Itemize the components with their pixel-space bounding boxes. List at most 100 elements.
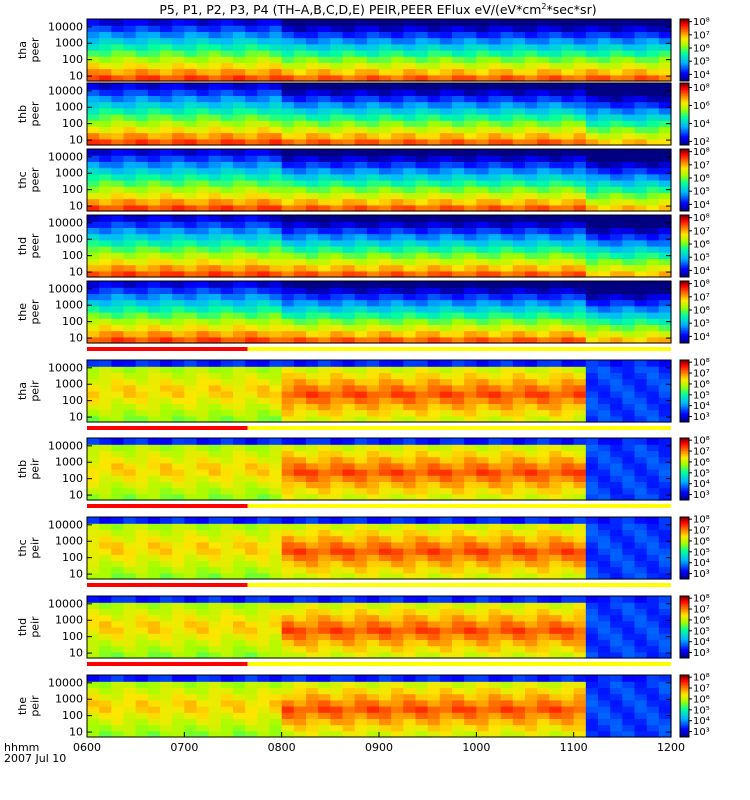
spectrogram-cell	[549, 462, 563, 470]
spectrogram-cell	[184, 180, 198, 187]
spectrogram-cell	[306, 114, 319, 121]
spectrogram-cell	[366, 204, 380, 212]
spectrogram-cell	[610, 68, 623, 76]
spectrogram-cell	[464, 62, 477, 70]
spectrogram-cell	[634, 173, 648, 181]
spectrogram-cell	[658, 74, 672, 82]
spectrogram-cell	[476, 541, 490, 549]
spectrogram-cell	[427, 138, 441, 146]
spectrogram-cell	[391, 138, 404, 146]
spectrogram-cell	[585, 74, 599, 82]
spectrogram-cell	[379, 43, 392, 51]
spectrogram-cell	[135, 639, 149, 647]
colorbar-tick-label: 10⁸	[693, 147, 710, 158]
spectrogram-cell	[123, 730, 137, 738]
spectrogram-cell	[245, 149, 258, 156]
spectrogram-cell	[573, 462, 587, 470]
spectrogram-cell	[172, 50, 185, 57]
spectrogram-cell	[439, 95, 453, 103]
spectrogram-cell	[415, 438, 429, 445]
spectrogram-cell	[318, 221, 331, 228]
spectrogram-cell	[439, 324, 453, 332]
colorbar-step	[680, 653, 689, 656]
spectrogram-cell	[561, 25, 575, 32]
spectrogram-cell	[658, 299, 672, 307]
spectrogram-cell	[111, 95, 125, 103]
spectrogram-cell	[330, 19, 344, 26]
spectrogram-cell	[476, 318, 490, 325]
spectrogram-cell	[123, 198, 137, 206]
spectrogram-cell	[634, 384, 648, 392]
spectrogram-cell	[391, 264, 404, 272]
spectrogram-cell	[476, 444, 490, 451]
colorbar-tick-label: 10⁴	[693, 266, 710, 277]
spectrogram-cell	[391, 167, 404, 175]
spectrogram-cell	[330, 330, 344, 338]
spectrogram-cell	[184, 651, 198, 659]
spectrogram-cell	[598, 378, 611, 386]
colorbar-step	[680, 272, 689, 275]
spectrogram-cell	[537, 608, 550, 616]
spectrogram-cell	[354, 132, 368, 140]
colorbar-step	[680, 529, 689, 532]
spectrogram-cell	[196, 481, 210, 489]
spectrogram-cell	[452, 391, 465, 398]
spectrogram-cell	[610, 258, 623, 266]
spectrogram-cell	[233, 487, 246, 495]
spectrogram-cell	[233, 270, 246, 278]
spectrogram-cell	[147, 409, 161, 417]
spectrogram-cell	[585, 517, 599, 524]
spectrogram-cell	[330, 149, 344, 156]
spectrogram-cell	[476, 639, 490, 647]
spectrogram-cell	[512, 409, 526, 417]
spectrogram-cell	[573, 566, 587, 574]
spectrogram-cell	[634, 43, 648, 51]
spectrogram-cell	[549, 252, 563, 259]
spectrogram-cell	[87, 50, 100, 57]
spectrogram-cell	[257, 450, 271, 458]
spectrogram-cell	[354, 535, 368, 543]
spectrogram-cell	[464, 415, 477, 423]
spectrogram-cell	[573, 138, 587, 146]
spectrogram-cell	[537, 596, 550, 603]
spectrogram-cell	[87, 366, 100, 373]
spectrogram-cell	[245, 239, 258, 247]
spectrogram-cell	[427, 204, 441, 212]
spectrogram-cell	[318, 312, 331, 319]
spectrogram-cell	[573, 596, 587, 603]
spectrogram-cell	[281, 475, 295, 482]
spectrogram-cell	[634, 19, 648, 26]
spectrogram-cell	[622, 312, 636, 319]
spectrogram-cell	[196, 37, 210, 45]
spectrogram-cell	[342, 403, 356, 411]
spectrogram-cell	[476, 450, 490, 458]
spectrogram-cell	[488, 138, 502, 146]
spectrogram-cell	[342, 62, 356, 70]
spectrogram-cell	[464, 186, 477, 193]
spectrogram-cell	[598, 287, 611, 294]
spectrogram-cell	[184, 481, 198, 489]
spectrogram-cell	[306, 633, 319, 640]
spectrogram-cell	[330, 281, 344, 288]
spectrogram-cell	[403, 132, 417, 140]
spectrogram-cell	[318, 83, 331, 90]
spectrogram-cell	[184, 620, 198, 628]
y-tick-label: 100	[62, 315, 83, 328]
spectrogram-cell	[452, 378, 465, 386]
spectrogram-cell	[610, 554, 623, 561]
colorbar-step	[680, 261, 689, 264]
spectrogram-cell	[439, 541, 453, 549]
spectrogram-cell	[512, 56, 526, 63]
spectrogram-cell	[160, 167, 173, 175]
spectrogram-cell	[610, 608, 623, 616]
spectrogram-cell	[123, 132, 137, 140]
spectrogram-cell	[160, 397, 173, 404]
spectrogram-cell	[160, 627, 173, 634]
spectrogram-cell	[658, 215, 672, 222]
spectrogram-cell	[111, 318, 125, 325]
colorbar-step	[680, 608, 689, 611]
spectrogram-cell	[561, 481, 575, 489]
spectrogram-cell	[525, 608, 538, 616]
spectrogram-cell	[87, 608, 100, 616]
spectrogram-cell	[196, 548, 210, 555]
